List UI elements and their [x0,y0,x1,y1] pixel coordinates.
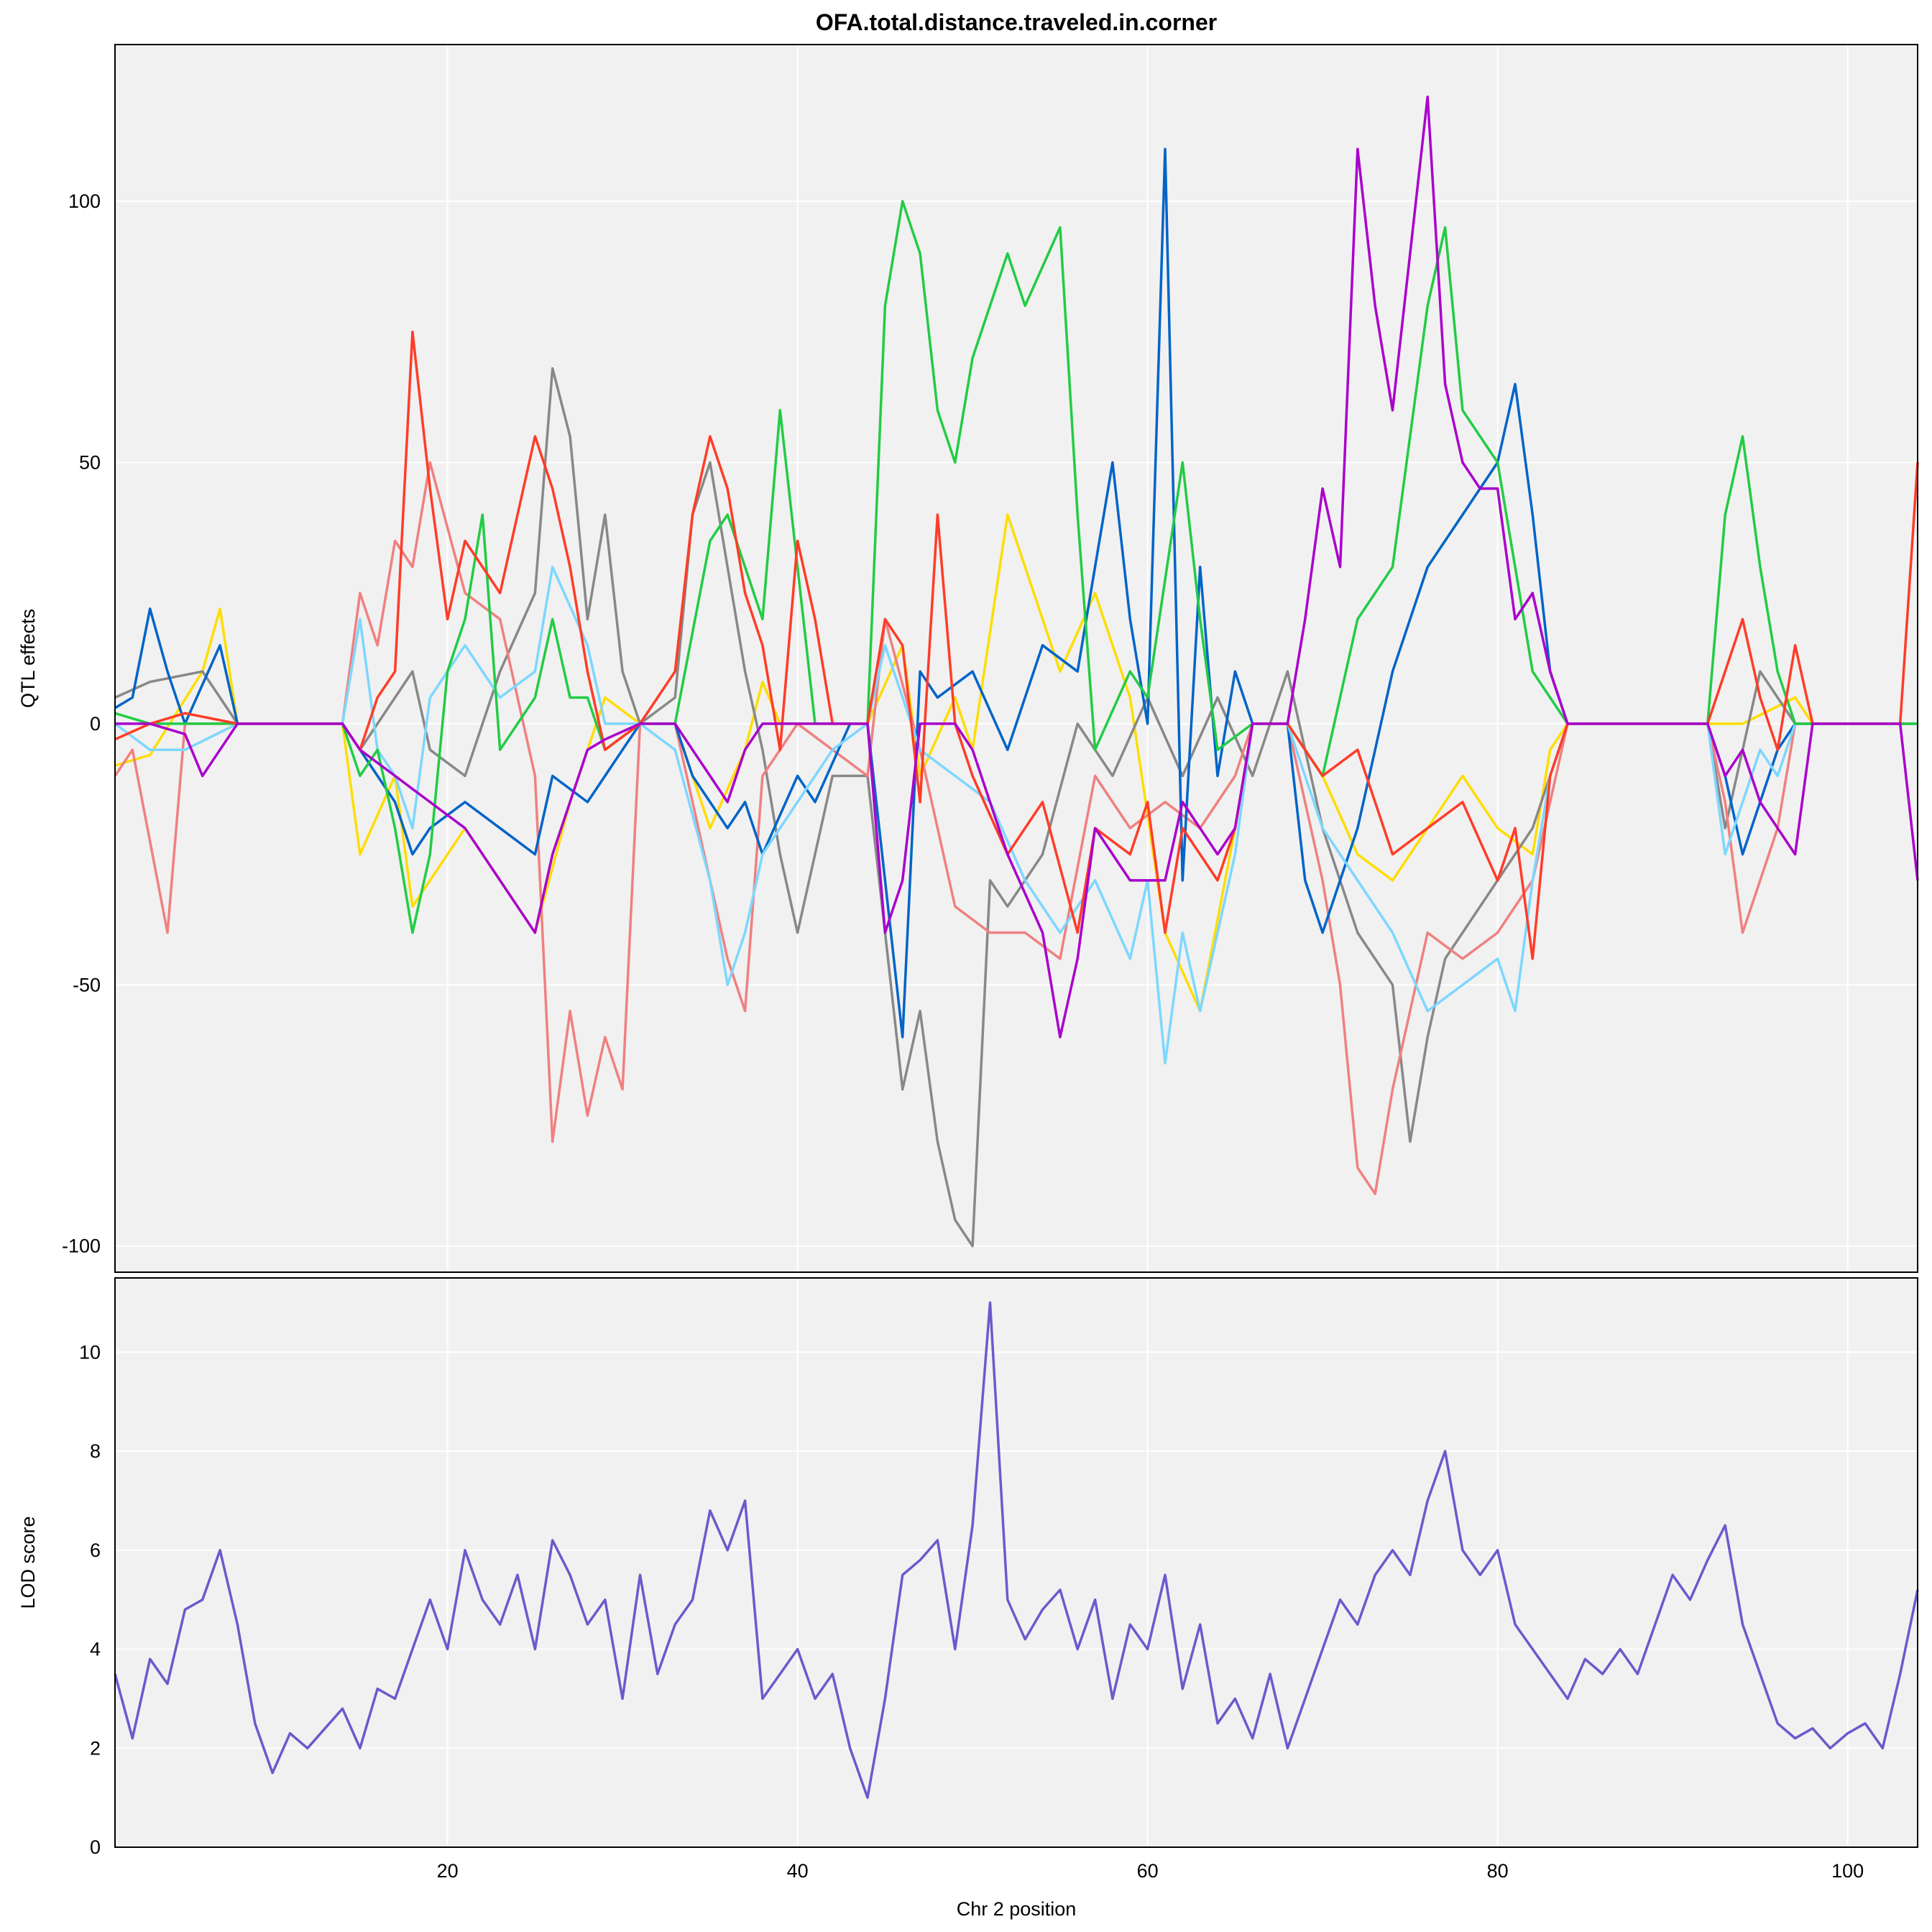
qtl-effect-series-line [114,330,1919,960]
qtl-effect-series-line [114,513,1918,1013]
lod-score-panel: 0 2 4 6 8 10 LOD score [17,1277,1919,1858]
y-tick-label: 4 [90,1639,101,1660]
qtl-effects-y-axis-label: QTL effects [17,609,39,708]
qtl-effect-series-line [114,367,1918,1248]
qtl-effect-series-line [114,461,1918,1195]
qtl-effect-series-line [114,147,1918,1039]
y-tick-label: 10 [79,1341,101,1363]
qtl-effect-series-line [114,566,1918,1065]
qtl-effects-panel: 100 50 0 -50 -100 QTL effects [17,44,1919,1273]
lod-score-y-tick-labels: 0 2 4 6 8 10 [79,1341,101,1858]
qtl-effects-series-group [114,95,1919,1248]
x-tick-label: 20 [437,1860,459,1882]
x-tick-label: 60 [1137,1860,1159,1882]
x-tick-label: 40 [787,1860,809,1882]
y-tick-label: 8 [90,1440,101,1462]
lod-score-line [114,1301,1919,1799]
y-tick-label: -50 [73,974,101,995]
qtl-effects-y-tick-labels: 100 50 0 -50 -100 [62,190,101,1257]
lod-score-plot-area [115,1278,1918,1847]
y-tick-label: -100 [62,1236,101,1257]
qtl-effects-gridlines [115,45,1918,1272]
qtl-effect-series-line [114,200,1918,934]
lod-score-series-group [114,1301,1919,1799]
qtl-effects-plot-area [115,45,1918,1272]
lod-score-frame [114,1277,1918,1848]
y-tick-label: 6 [90,1540,101,1561]
x-tick-label: 80 [1487,1860,1509,1882]
chart-title: OFA.total.distance.traveled.in.corner [816,9,1217,35]
y-tick-label: 100 [68,190,101,212]
qtl-effect-series-line [115,95,1919,1039]
x-tick-label: 100 [1831,1860,1864,1882]
y-tick-label: 50 [79,451,101,473]
x-axis-tick-labels: 20 40 60 80 100 [437,1860,1864,1882]
y-tick-label: 0 [90,1836,101,1858]
y-tick-label: 0 [90,713,101,735]
lod-score-y-axis-label: LOD score [17,1516,39,1609]
y-tick-label: 2 [90,1737,101,1759]
x-axis-label: Chr 2 position [957,1898,1077,1920]
qtl-effects-frame [114,44,1918,1273]
